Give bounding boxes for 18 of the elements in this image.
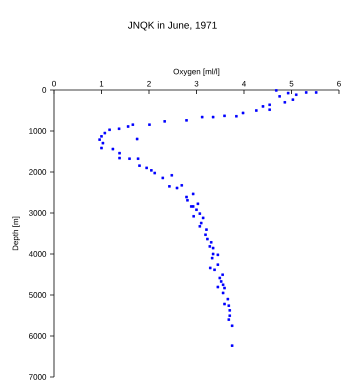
x-tick-label: 5 xyxy=(290,80,294,86)
x-tick-label: 0 xyxy=(52,80,56,86)
y-tick-label: 7000 xyxy=(29,374,46,380)
x-tick-label: 1 xyxy=(100,80,104,86)
x-tick-label: 3 xyxy=(194,80,198,86)
x-axis-title: Oxygen [ml/l] xyxy=(174,68,220,76)
y-tick-label: 6000 xyxy=(29,333,46,339)
x-tick-label: 6 xyxy=(337,80,341,86)
x-tick-label: 2 xyxy=(147,80,151,86)
y-tick-label: 4000 xyxy=(28,251,46,257)
y-tick-label: 2000 xyxy=(29,169,46,175)
chart-title: JNQK in June, 1971 xyxy=(128,21,217,30)
y-tick-label: 1000 xyxy=(29,128,46,134)
y-tick-label: 0 xyxy=(42,87,46,93)
y-axis-title: Depth [m] xyxy=(12,216,20,250)
x-tick-label: 4 xyxy=(242,80,246,86)
y-tick-label: 5000 xyxy=(28,292,46,298)
y-tick-label: 3000 xyxy=(28,210,46,216)
